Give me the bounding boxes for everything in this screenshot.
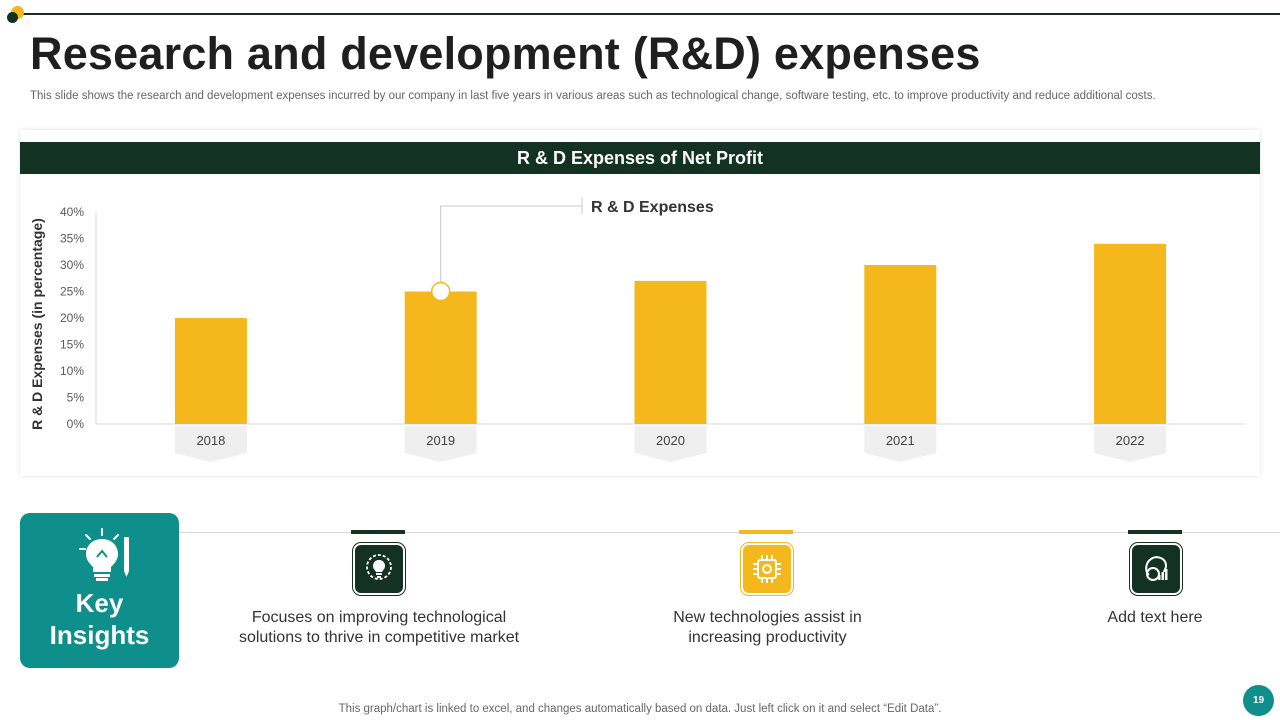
- insight-2-line1: New technologies assist in: [673, 609, 862, 626]
- key-insights-line2: Insights: [49, 620, 150, 650]
- page-subtitle: This slide shows the research and develo…: [30, 90, 1156, 102]
- insight-2-icon-tile: [743, 545, 791, 593]
- insight-2-line2: increasing productivity: [688, 629, 847, 646]
- lightbulb-icon: [79, 528, 129, 581]
- footer-note: This graph/chart is linked to excel, and…: [338, 703, 942, 715]
- key-insights-line1: Key: [75, 588, 124, 618]
- key-insights-panel: Key Insights: [20, 513, 179, 668]
- insight-3-line1: Add text here: [1107, 609, 1203, 626]
- key-insights-heading: Key Insights: [20, 587, 179, 651]
- lightbulb-gear-icon: [366, 554, 392, 580]
- top-rule: [14, 13, 1280, 15]
- insight-1-text: Focuses on improving technological solut…: [220, 608, 538, 648]
- insight-1-line2: solutions to thrive in competitive marke…: [238, 629, 520, 646]
- chip-icon: [753, 555, 781, 583]
- decor-dot-dark: [7, 12, 18, 23]
- chart-title: R & D Expenses of Net Profit: [20, 142, 1260, 174]
- insight-2-text: New technologies assist in increasing pr…: [620, 608, 915, 648]
- insight-1-line1: Focuses on improving technological: [251, 609, 507, 626]
- head-chart-icon: [1145, 556, 1168, 581]
- page-number: 19: [1243, 685, 1274, 716]
- insight-3-icon-tile: [1132, 545, 1180, 593]
- page-title: Research and development (R&D) expenses: [30, 28, 981, 79]
- insight-3-accent-bar: [1128, 530, 1182, 534]
- insights-divider: [179, 532, 1280, 533]
- insight-3-text: Add text here: [1055, 608, 1255, 628]
- insight-1-icon-tile: [355, 545, 403, 593]
- insight-2-accent-bar: [739, 530, 793, 534]
- insight-1-accent-bar: [351, 530, 405, 534]
- chart-card[interactable]: [20, 130, 1260, 476]
